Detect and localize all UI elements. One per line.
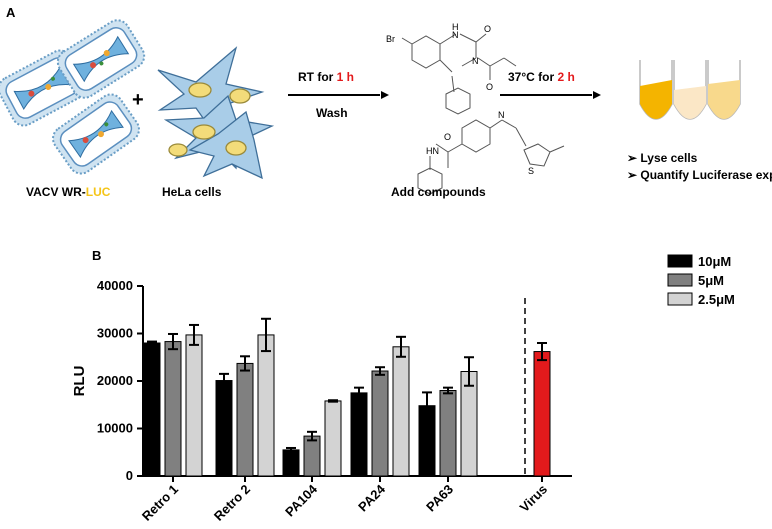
hela-cells-illustration: [157, 46, 275, 180]
y-tick-label: 0: [126, 468, 133, 483]
step1-time: 1 h: [337, 70, 354, 84]
luciferase-tubes: [639, 60, 741, 120]
chart-legend: 10μM 5μM 2.5μM: [667, 254, 735, 307]
panel-a-label: A: [6, 5, 16, 20]
svg-text:N: N: [452, 30, 459, 40]
bar-pa24-s3: [392, 346, 410, 477]
virus-label: VACV WR-LUC: [26, 185, 111, 199]
bar-pa63-s2: [439, 390, 457, 477]
y-tick-label: 30000: [97, 326, 133, 341]
bar-virus-control: [533, 351, 551, 477]
plus-sign: +: [132, 89, 144, 111]
luc-highlight: LUC: [86, 185, 111, 199]
bar-retro-1-s3: [185, 334, 203, 477]
compounds-label: Add compounds: [391, 185, 486, 199]
y-tick-label: 10000: [97, 421, 133, 436]
svg-text:H: H: [452, 22, 459, 32]
x-tick-label-retro-2: Retro 2: [211, 482, 253, 524]
x-tick-label-pa63: PA63: [423, 482, 456, 515]
compound-atom-labels: H N O Br N O N HN O S: [386, 22, 534, 176]
legend-swatch-2: [667, 273, 693, 287]
step2-label: 37°C for 2 h: [508, 70, 575, 84]
rlu-bar-chart: 0 10000 20000 30000 40000 RLU Retro 1 Retro 2 PA…: [71, 278, 572, 524]
x-tick-label-retro-1: Retro 1: [139, 482, 181, 524]
bar-pa63-s3: [460, 371, 478, 477]
legend-label-2: 5μM: [698, 273, 724, 288]
legend-label-1: 10μM: [698, 254, 731, 269]
svg-text:S: S: [528, 166, 534, 176]
y-tick-label: 40000: [97, 278, 133, 293]
svg-text:Br: Br: [386, 34, 395, 44]
x-tick-label-pa104: PA104: [282, 481, 321, 520]
vaccinia-virus-illustration: [0, 19, 146, 175]
svg-text:O: O: [484, 24, 491, 34]
bar-retro-2-s3: [257, 334, 275, 477]
svg-text:N: N: [498, 110, 505, 120]
bar-retro-2-s1: [215, 380, 233, 477]
x-tick-label-pa24: PA24: [355, 481, 388, 514]
y-axis-title: RLU: [71, 366, 88, 397]
step1-label: RT for 1 h: [298, 70, 354, 84]
y-tick-label: 20000: [97, 373, 133, 388]
svg-text:N: N: [472, 56, 479, 66]
bar-retro-1-s1: [143, 342, 161, 477]
svg-text:O: O: [486, 82, 493, 92]
legend-swatch-3: [667, 292, 693, 306]
svg-text:O: O: [444, 132, 451, 142]
wash-label: Wash: [316, 106, 348, 120]
bullet-1: ➢ Lyse cells: [627, 151, 698, 165]
bar-retro-2-s2: [236, 362, 254, 477]
x-tick-label-virus: Virus: [517, 482, 550, 515]
panel-b-label: B: [92, 248, 101, 263]
readout-bullets: ➢ Lyse cells ➢ Quantify Luciferase expre…: [627, 151, 772, 182]
step2-time: 2 h: [557, 70, 574, 84]
svg-text:HN: HN: [426, 146, 439, 156]
legend-swatch-1: [667, 254, 693, 268]
compound-structure: [401, 33, 565, 195]
hela-label: HeLa cells: [162, 185, 222, 199]
bar-pa24-s2: [371, 370, 389, 477]
step1-arrow: [288, 91, 389, 99]
bar-pa104-s2: [303, 435, 321, 477]
step2-arrow: [500, 91, 601, 99]
bar-pa104-s3: [324, 400, 342, 477]
bullet-2: ➢ Quantify Luciferase expression: [627, 168, 772, 182]
legend-label-3: 2.5μM: [698, 292, 735, 307]
bar-pa104-s1: [282, 449, 300, 477]
bar-retro-1-s2: [164, 341, 182, 477]
bar-pa24-s1: [350, 392, 368, 477]
